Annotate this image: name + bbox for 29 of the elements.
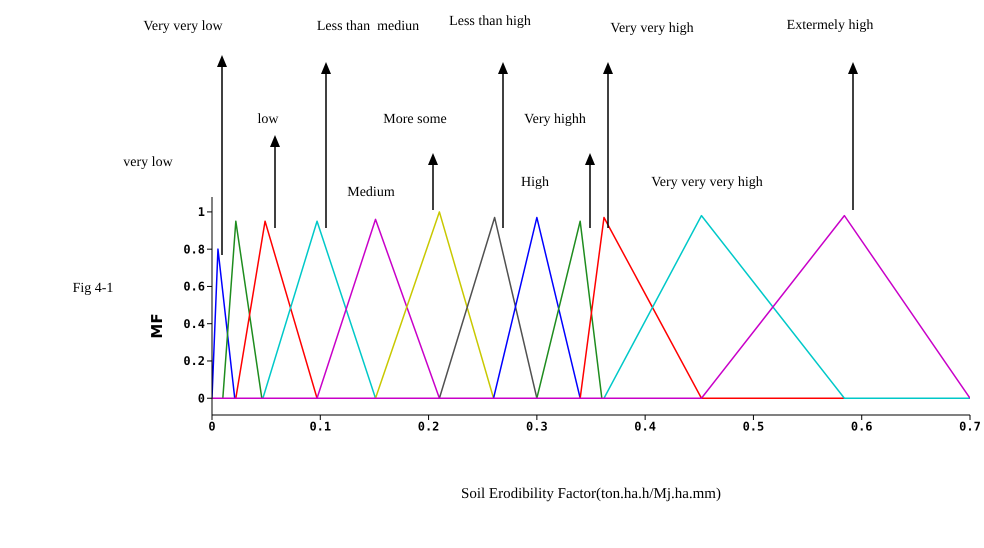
- y-tick-label: 0.6: [183, 280, 205, 294]
- text: Less than high: [449, 14, 531, 29]
- y-tick-label: 0.2: [183, 354, 205, 368]
- text: Less than mediun: [316, 19, 420, 34]
- text: Very very high: [610, 21, 694, 36]
- y-axis-title: MF: [148, 313, 166, 339]
- y-tick-label: 1: [198, 205, 205, 220]
- y-tick-label: 0.8: [183, 242, 205, 256]
- caption: Fig 4-1: [72, 281, 114, 296]
- x-tick-label: 0.5: [742, 420, 764, 434]
- text: Extermely high: [786, 18, 874, 33]
- y-tick-label: 0: [198, 391, 205, 406]
- x-tick-label: 0.1: [309, 420, 332, 434]
- text: More some: [383, 112, 447, 127]
- x-tick-label: 0.2: [418, 420, 440, 434]
- x-tick-label: 0.6: [850, 420, 873, 434]
- y-tick-label: 0.4: [183, 316, 205, 331]
- x-tick-label: 0: [208, 420, 216, 434]
- x-tick-label: 0.3: [526, 420, 548, 434]
- text: Very highh: [524, 112, 586, 127]
- x-axis-title: Soil Erodibility Factor(ton.ha.h/Mj.ha.mm): [461, 486, 721, 502]
- text: Very very low: [143, 19, 224, 34]
- text: very low: [123, 155, 174, 170]
- x-tick-label: 0.4: [634, 420, 656, 434]
- text: High: [521, 175, 549, 190]
- annotation: Medium: [347, 185, 395, 200]
- text: low: [258, 112, 280, 127]
- x-tick-label: 0.7: [959, 420, 981, 434]
- text: Very very very high: [651, 175, 763, 190]
